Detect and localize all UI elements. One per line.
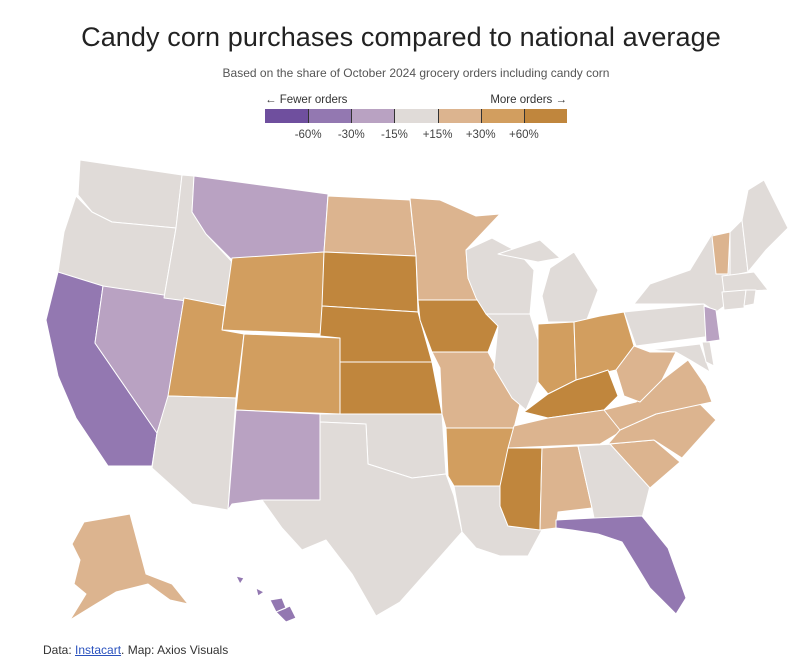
state-hawaii[interactable] bbox=[235, 575, 297, 623]
state-colorado[interactable] bbox=[235, 333, 341, 415]
legend-swatch bbox=[351, 109, 395, 123]
state-massachusetts[interactable] bbox=[721, 271, 769, 293]
legend-fewer-label: ← Fewer orders bbox=[265, 94, 348, 106]
legend-tick-label: -15% bbox=[380, 129, 408, 141]
state-maine[interactable] bbox=[741, 179, 789, 273]
legend-swatch bbox=[480, 109, 524, 123]
state-texas[interactable] bbox=[261, 421, 463, 617]
state-connecticut[interactable] bbox=[721, 289, 747, 311]
legend-ticks bbox=[265, 109, 567, 123]
state-florida[interactable] bbox=[555, 515, 687, 615]
legend-tick bbox=[437, 109, 439, 123]
state-rhode-island[interactable] bbox=[743, 289, 757, 307]
chart-title: Candy corn purchases compared to nationa… bbox=[81, 22, 721, 52]
state-new-jersey[interactable] bbox=[703, 305, 721, 343]
state-wyoming[interactable] bbox=[221, 251, 325, 335]
source-prefix: Data: bbox=[43, 643, 76, 657]
legend-tick-label: +15% bbox=[422, 129, 453, 141]
state-arizona[interactable] bbox=[151, 395, 237, 511]
legend-color-bar bbox=[265, 109, 567, 123]
state-north-dakota[interactable] bbox=[323, 195, 417, 257]
state-south-dakota[interactable] bbox=[321, 251, 419, 313]
legend-swatch bbox=[265, 109, 309, 123]
legend-tick bbox=[351, 109, 353, 123]
legend-tick-label: -60% bbox=[294, 129, 322, 141]
state-mississippi[interactable] bbox=[499, 447, 543, 531]
legend-tick bbox=[394, 109, 396, 123]
state-vermont[interactable] bbox=[711, 231, 731, 275]
legend-tick-label: +60% bbox=[508, 129, 539, 141]
state-kansas[interactable] bbox=[339, 361, 443, 415]
legend-tick-label: -30% bbox=[337, 129, 365, 141]
state-new-mexico[interactable] bbox=[227, 409, 321, 511]
state-maryland[interactable] bbox=[649, 343, 711, 373]
legend-tick-label: +30% bbox=[465, 129, 496, 141]
source-suffix: . Map: Axios Visuals bbox=[121, 643, 229, 657]
legend-tick-labels: -60% -30% -15% +15% +30% +60% bbox=[265, 129, 567, 145]
state-pennsylvania[interactable] bbox=[623, 303, 713, 347]
legend-swatch bbox=[394, 109, 438, 123]
color-legend: ← Fewer orders More orders → -60% -30% -15… bbox=[265, 94, 567, 145]
legend-swatch bbox=[523, 109, 567, 123]
source-credit: Data: Instacart. Map: Axios Visuals bbox=[43, 643, 228, 657]
state-west-virginia[interactable] bbox=[615, 345, 677, 403]
legend-tick bbox=[480, 109, 482, 123]
legend-tick bbox=[308, 109, 310, 123]
legend-swatch bbox=[308, 109, 352, 123]
state-delaware[interactable] bbox=[701, 341, 715, 367]
legend-tick bbox=[523, 109, 525, 123]
source-link-instacart[interactable]: Instacart bbox=[75, 643, 122, 657]
chart-subtitle: Based on the share of October 2024 groce… bbox=[222, 66, 610, 80]
legend-more-label: More orders → bbox=[490, 94, 567, 106]
state-alaska[interactable] bbox=[69, 513, 189, 621]
legend-swatch bbox=[437, 109, 481, 123]
